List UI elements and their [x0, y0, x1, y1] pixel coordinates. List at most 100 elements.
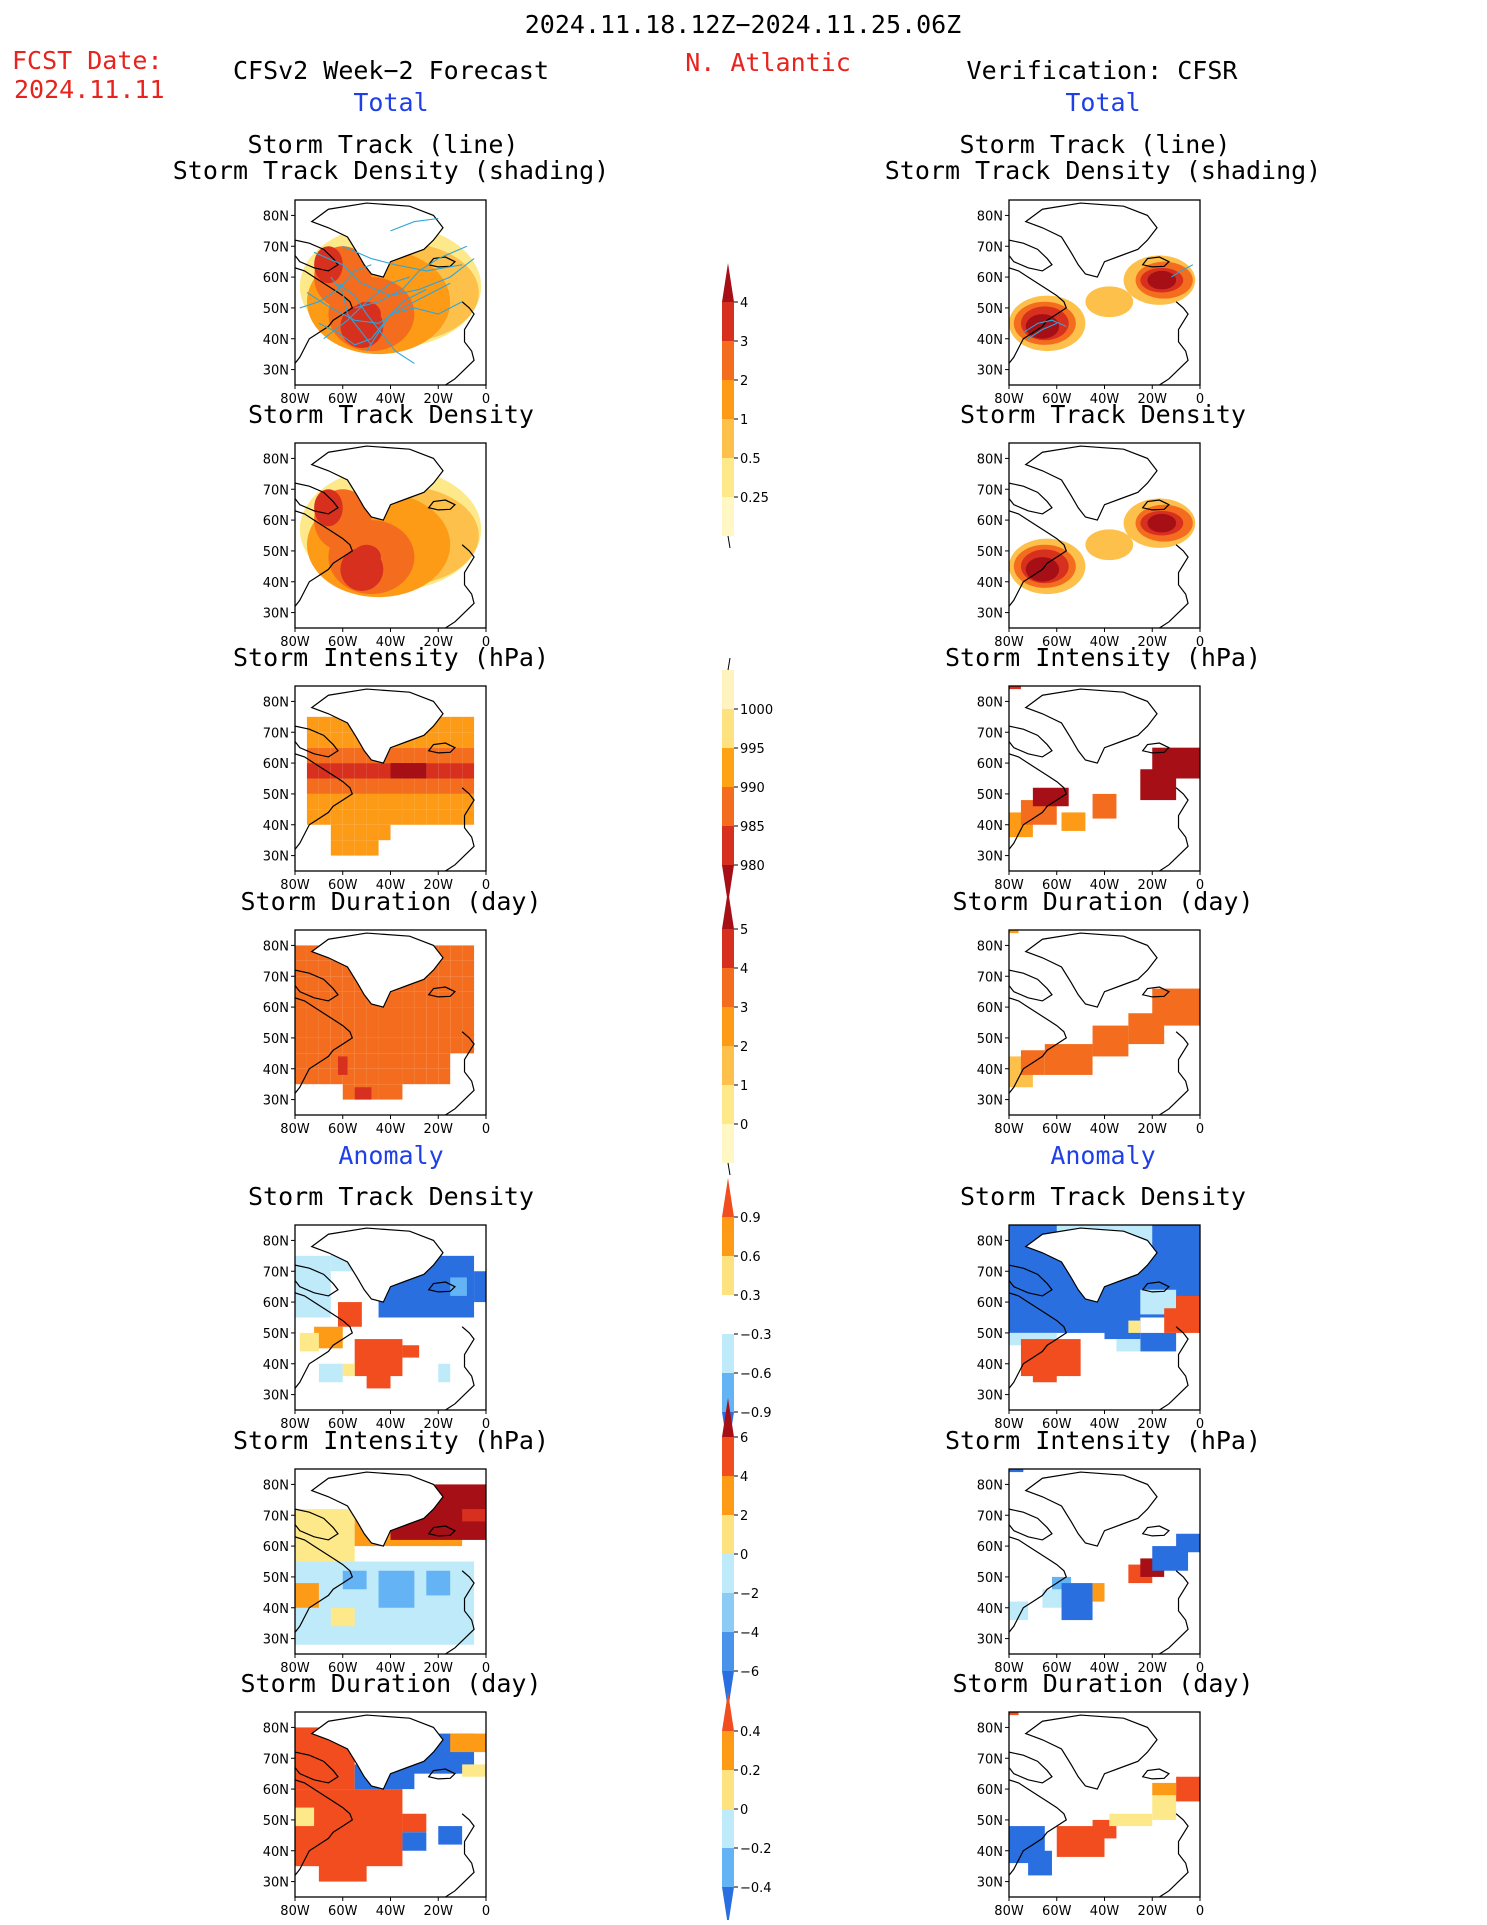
colorbar-swatch [722, 1632, 734, 1671]
lon-tick-label: 80W [994, 1661, 1024, 1674]
lat-tick-label: 40N [263, 1063, 289, 1078]
right-density-title: Storm Track Density [960, 400, 1246, 429]
density-total-colorbar: 4 3 2 1 0.5 0.25 [722, 263, 769, 549]
lon-tick-label: 60W [328, 1661, 358, 1674]
lat-tick-label: 70N [977, 1752, 1003, 1767]
colorbar-label: 3 [740, 1001, 748, 1016]
colorbar-swatch [722, 302, 734, 341]
fcst-date-label: FCST Date: [12, 46, 163, 75]
colorbar-label: 2 [740, 1509, 748, 1524]
lon-tick-label: 0 [1196, 878, 1204, 891]
right-track-shading-title: Storm Track Density (shading) [884, 156, 1322, 185]
lat-tick-label: 50N [263, 1814, 289, 1829]
colorbar-swatch [722, 1671, 734, 1710]
colorbar-swatch [722, 419, 734, 458]
colorbar-swatch [722, 670, 734, 709]
lon-tick-label: 40W [1090, 1417, 1120, 1430]
forecast-intensity-map: 80N 70N 60N 50N 40N 30N 80W 60W 40W 20W 0 [263, 685, 490, 891]
lat-tick-label: 80N [977, 209, 1003, 224]
colorbar-swatch [722, 263, 734, 302]
lon-tick-label: 60W [328, 1417, 358, 1430]
lat-tick-label: 60N [263, 1001, 289, 1016]
lon-tick-label: 0 [1196, 1661, 1204, 1674]
model-title: CFSv2 Week−2 Forecast [232, 56, 550, 85]
colorbar-swatch [722, 968, 734, 1007]
lon-tick-label: 60W [1042, 1904, 1072, 1917]
fcst-date-value: 2024.11.11 [14, 75, 165, 104]
left-intensity-title: Storm Intensity (hPa) [232, 643, 550, 672]
lat-tick-label: 30N [977, 850, 1003, 865]
colorbar-label: −4 [740, 1626, 759, 1641]
lat-tick-label: 30N [263, 1094, 289, 1109]
colorbar-label: 4 [740, 962, 748, 977]
lon-tick-label: 80W [280, 392, 310, 405]
verification-track-map: 80N 70N 60N 50N 40N 30N 80W 60W 40W 20W 0 [977, 199, 1204, 405]
colorbar-label: 0.3 [740, 1289, 761, 1304]
lon-tick-label: 0 [482, 1122, 490, 1135]
lat-tick-label: 70N [263, 1265, 289, 1280]
lat-tick-label: 80N [263, 939, 289, 954]
lon-tick-label: 20W [1138, 878, 1168, 891]
lat-tick-label: 30N [977, 364, 1003, 379]
lon-tick-label: 60W [328, 1904, 358, 1917]
lat-tick-label: 80N [263, 1478, 289, 1493]
lat-tick-label: 80N [263, 1721, 289, 1736]
lon-tick-label: 80W [994, 878, 1024, 891]
left-density-title: Storm Track Density [248, 400, 534, 429]
lon-tick-label: 80W [994, 1122, 1024, 1135]
lat-tick-label: 50N [977, 545, 1003, 560]
lat-tick-label: 60N [977, 1296, 1003, 1311]
total-label-left: Total [353, 88, 429, 117]
colorbar-swatch [722, 1809, 734, 1848]
right-anom-intensity-title: Storm Intensity (hPa) [944, 1426, 1262, 1455]
lon-tick-label: 0 [1196, 1904, 1204, 1917]
lat-tick-label: 40N [977, 1063, 1003, 1078]
colorbar-label: −0.3 [740, 1328, 772, 1343]
colorbar-label: −0.9 [740, 1406, 772, 1421]
lat-tick-label: 30N [977, 1876, 1003, 1891]
verification-density-map: 80N 70N 60N 50N 40N 30N 80W 60W 40W 20W 0 [977, 442, 1204, 648]
colorbar-swatch [722, 1692, 734, 1731]
colorbar-swatch [722, 1770, 734, 1809]
lat-tick-label: 40N [977, 1845, 1003, 1860]
lat-tick-label: 40N [263, 819, 289, 834]
lon-tick-label: 60W [328, 392, 358, 405]
colorbar-label: −6 [740, 1665, 759, 1680]
left-anom-density-title: Storm Track Density [248, 1182, 534, 1211]
lat-tick-label: 30N [977, 1389, 1003, 1404]
colorbar-swatch [722, 1256, 734, 1295]
lat-tick-label: 80N [977, 1234, 1003, 1249]
lon-tick-label: 40W [1090, 878, 1120, 891]
lat-tick-label: 70N [977, 1509, 1003, 1524]
colorbar-swatch [722, 1848, 734, 1887]
lat-tick-label: 60N [263, 514, 289, 529]
lat-tick-label: 30N [263, 364, 289, 379]
colorbar-swatch [722, 1334, 734, 1373]
lat-tick-label: 40N [263, 1602, 289, 1617]
colorbar-swatch [722, 1554, 734, 1593]
lat-tick-label: 80N [263, 1234, 289, 1249]
lon-tick-label: 60W [328, 635, 358, 648]
lat-tick-label: 70N [977, 1265, 1003, 1280]
colorbar-label: 0.6 [740, 1250, 761, 1265]
lat-tick-label: 80N [977, 452, 1003, 467]
lon-tick-label: 80W [994, 392, 1024, 405]
lat-tick-label: 50N [263, 788, 289, 803]
verification-anom-density-map: 80N 70N 60N 50N 40N 30N 80W 60W 40W 20W 0 [977, 1224, 1204, 1430]
colorbar-swatch [722, 497, 734, 536]
lat-tick-label: 70N [977, 726, 1003, 741]
lat-tick-label: 70N [263, 1509, 289, 1524]
lat-tick-label: 30N [263, 1633, 289, 1648]
lon-tick-label: 60W [1042, 878, 1072, 891]
colorbar-swatch [722, 1217, 734, 1256]
lat-tick-label: 80N [977, 1721, 1003, 1736]
duration-anom-colorbar: 0.4 0.2 0 −0.2 −0.4 [722, 1692, 772, 1920]
colorbar-label: 995 [740, 742, 765, 757]
right-duration-title: Storm Duration (day) [952, 887, 1254, 916]
right-intensity-title: Storm Intensity (hPa) [944, 643, 1262, 672]
lat-tick-label: 40N [263, 576, 289, 591]
lon-tick-label: 40W [1090, 392, 1120, 405]
lon-tick-label: 80W [280, 878, 310, 891]
right-anom-density-title: Storm Track Density [960, 1182, 1246, 1211]
colorbar-swatch [722, 1085, 734, 1124]
